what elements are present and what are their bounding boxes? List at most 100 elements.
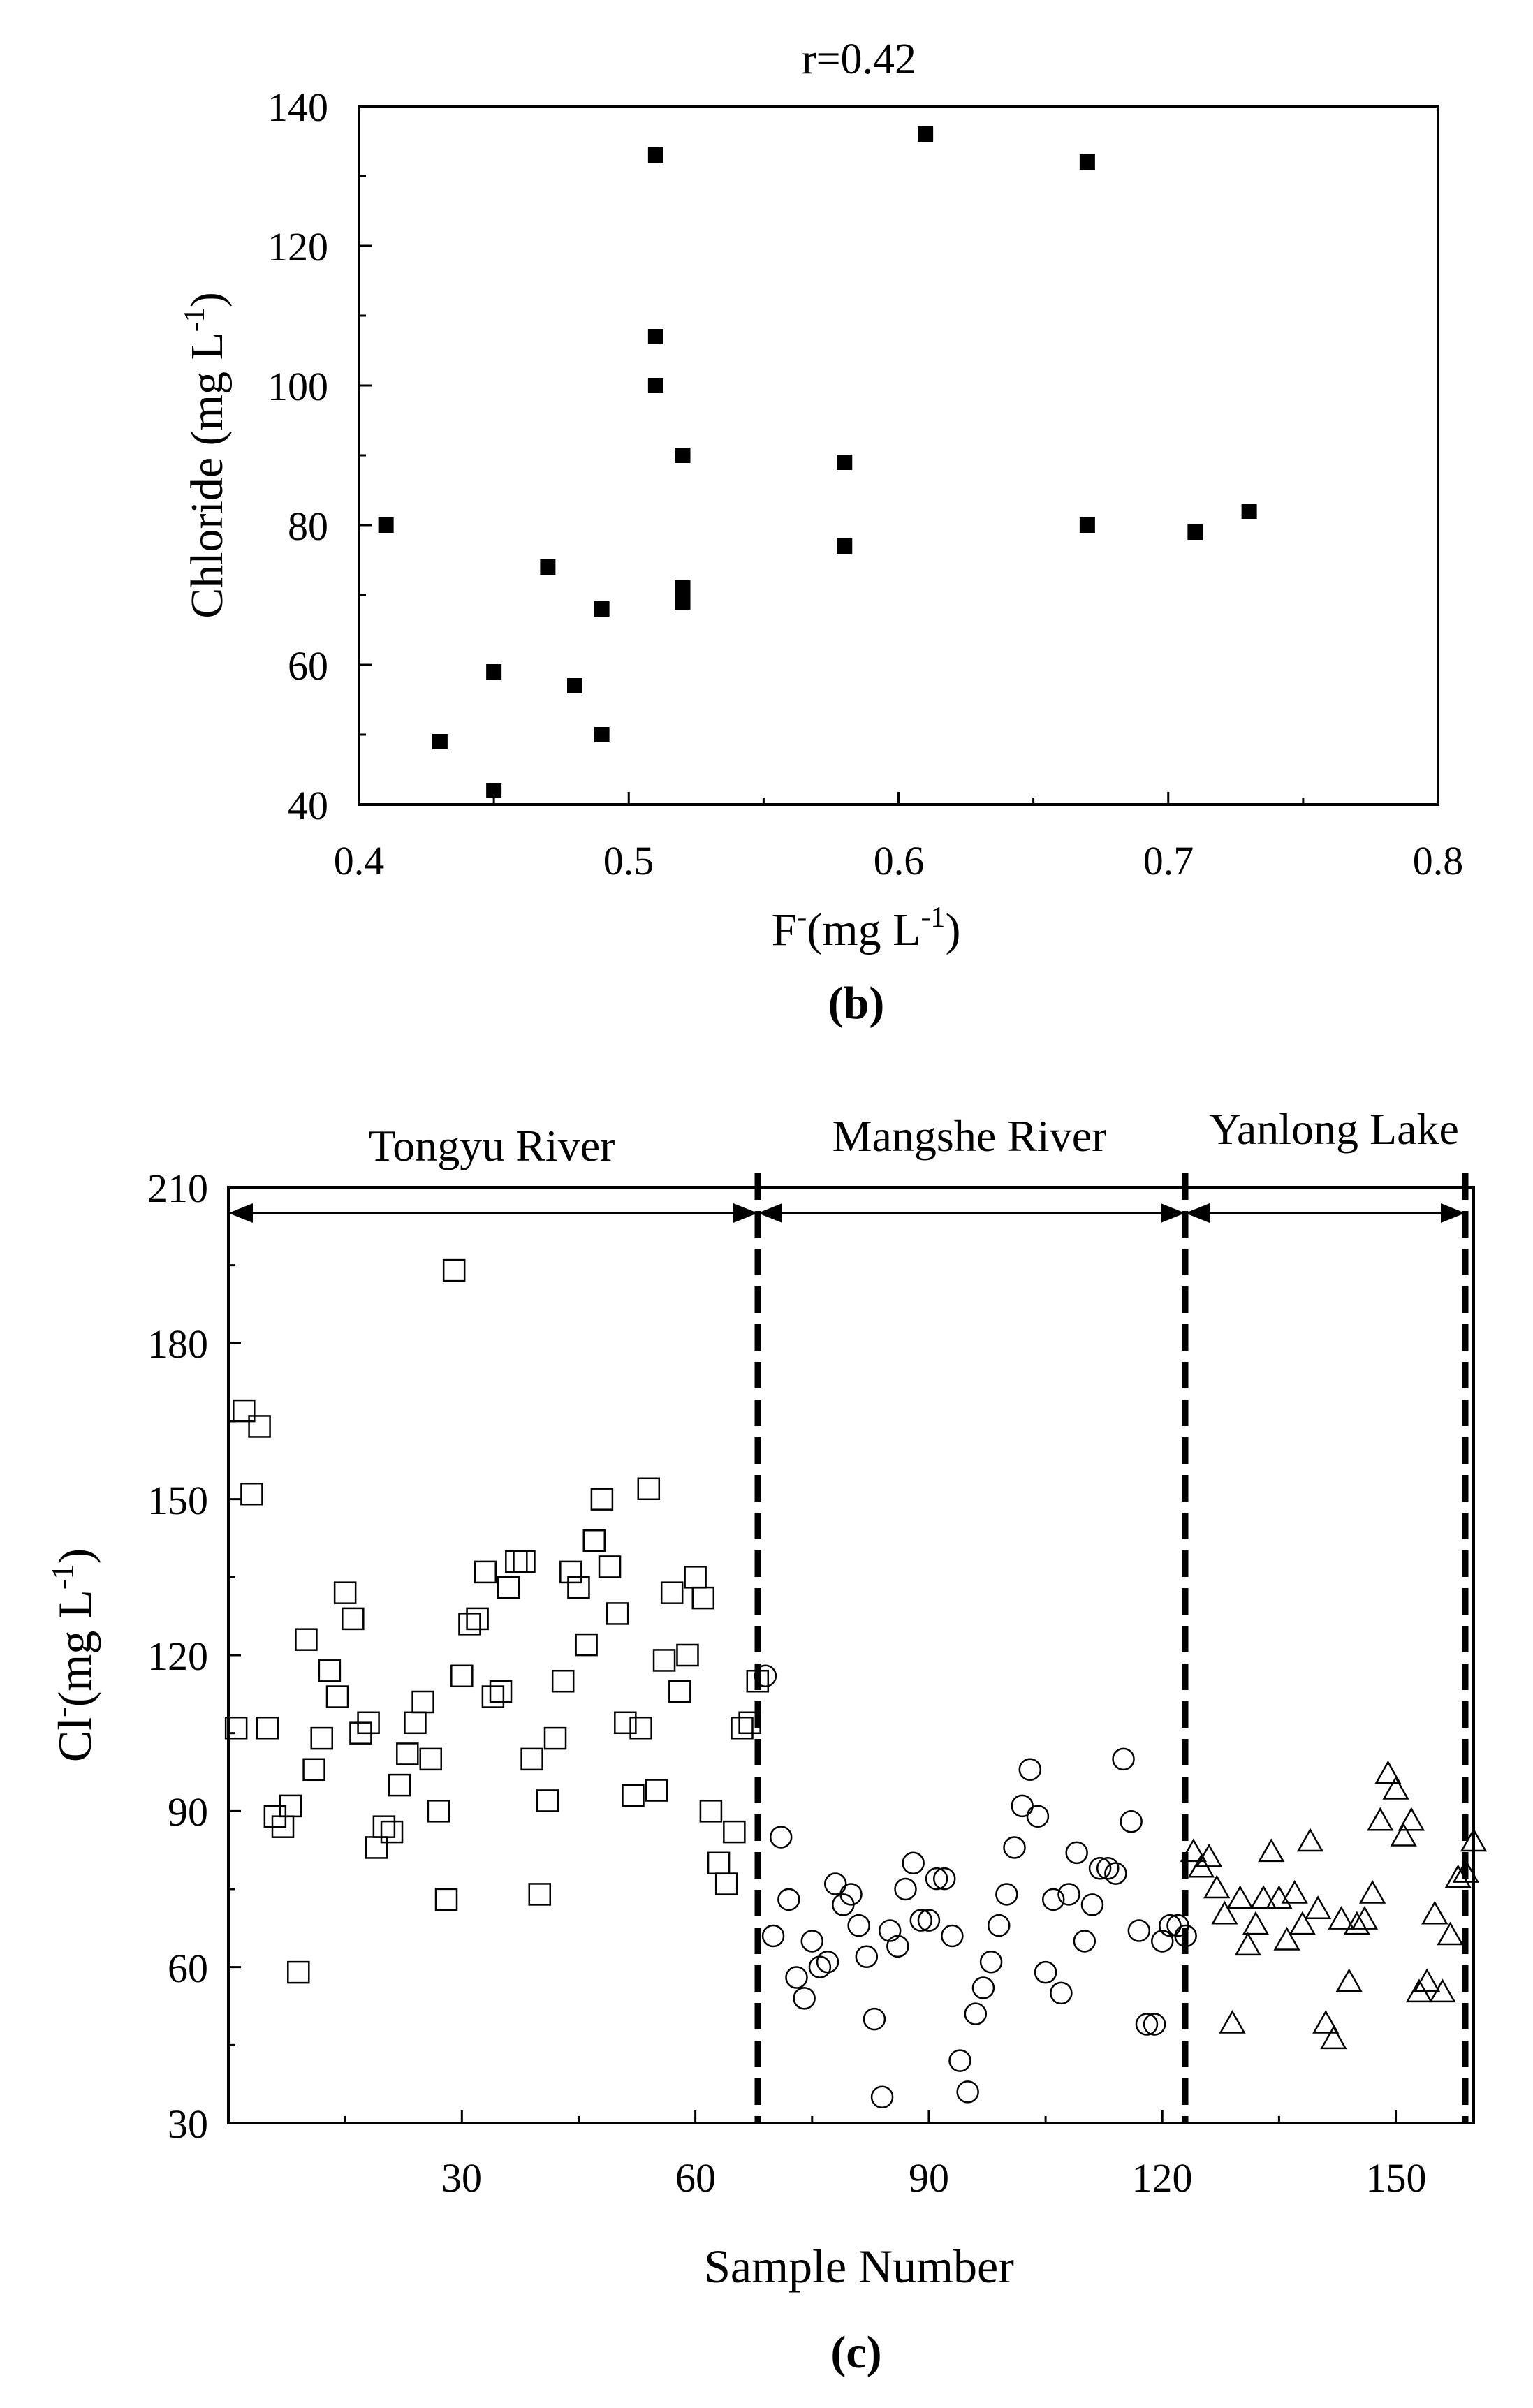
data-point [1003, 1836, 1026, 1859]
data-point [785, 1966, 808, 1989]
data-point [466, 1607, 489, 1631]
data-point [551, 1669, 575, 1693]
data-point [1374, 1760, 1402, 1784]
data-point [925, 1867, 948, 1891]
chart-c-xtick-label: 30 [441, 2155, 482, 2201]
chart-c-y-axis-label: Cl-(mg L-1) [45, 1548, 101, 1762]
data-point [1174, 1924, 1197, 1948]
data-point [707, 1851, 731, 1875]
series-yanlong-lake [1180, 1760, 1488, 2050]
data-point [1398, 1807, 1425, 1831]
data-point [287, 1960, 310, 1984]
data-point [684, 1566, 707, 1589]
data-point [932, 1867, 956, 1891]
data-point [582, 1529, 606, 1552]
data-point [1079, 517, 1095, 533]
data-point [855, 1945, 879, 1969]
data-point [823, 1872, 847, 1895]
chart-c-ylabel-unit: (mg L [48, 1590, 101, 1707]
data-point [1041, 1888, 1065, 1911]
data-point [675, 580, 691, 596]
data-point [1241, 504, 1257, 519]
data-point [486, 783, 502, 798]
data-point [675, 448, 691, 463]
data-point [1312, 2010, 1340, 2034]
chart-b-ytick-label: 80 [288, 504, 328, 549]
data-point [598, 1555, 622, 1578]
data-point [1203, 1874, 1231, 1899]
chart-b-ylabel-close: ) [182, 292, 233, 307]
region-label-mangshe-river: Mangshe River [832, 1111, 1107, 1161]
data-point [404, 1711, 427, 1735]
data-point [474, 1560, 497, 1584]
data-point [987, 1914, 1011, 1937]
data-point [240, 1482, 263, 1506]
data-point [816, 1950, 839, 1974]
data-point [233, 1399, 256, 1423]
data-point [442, 1258, 466, 1282]
chart-c-ylabel-sup: - [45, 1707, 80, 1717]
data-point [1413, 1968, 1441, 1992]
data-point [567, 678, 582, 693]
data-point [870, 2085, 894, 2109]
data-point [520, 1747, 543, 1771]
data-point [645, 1779, 668, 1802]
data-point [1242, 1911, 1270, 1935]
data-point [941, 1924, 964, 1948]
data-point [1143, 2013, 1166, 2036]
chart-c-ytick-label: 210 [147, 1166, 208, 1211]
data-point [979, 1950, 1003, 1974]
data-point [1151, 1930, 1174, 1953]
chart-b-xtick-label: 0.7 [1143, 838, 1194, 883]
data-point [1226, 1885, 1254, 1909]
region-arrow-mangshe-river [758, 1203, 1185, 1223]
data-point [497, 1576, 520, 1599]
data-point [714, 1872, 738, 1895]
data-point [559, 1560, 582, 1584]
data-point [594, 727, 610, 742]
data-point [878, 1919, 902, 1942]
data-point [279, 1794, 302, 1818]
chart-b-xtick-label: 0.8 [1413, 838, 1464, 883]
data-point [1112, 1747, 1135, 1771]
data-point [731, 1716, 754, 1740]
chart-c-ytick-label: 30 [168, 2101, 208, 2147]
data-point [777, 1888, 800, 1911]
data-point [1219, 2010, 1246, 2034]
data-point [839, 1883, 863, 1906]
data-point [917, 1909, 941, 1932]
data-point [971, 1976, 995, 1999]
data-point [837, 455, 853, 470]
data-point [528, 1883, 551, 1906]
data-point [1104, 1862, 1127, 1885]
chart-c-data-points [224, 1258, 1488, 2109]
data-point [675, 594, 691, 610]
data-point [543, 1726, 567, 1750]
data-point [886, 1935, 909, 1958]
data-point [318, 1659, 342, 1682]
chart-c-xtick-label: 90 [909, 2155, 949, 2201]
chart-b-x-axis-label: F-(mg L-1) [772, 902, 961, 955]
data-point [1065, 1841, 1088, 1865]
chart-c-ylabel-unit-sup: -1 [45, 1564, 80, 1590]
data-point [505, 1550, 528, 1573]
chart-c-ylabel-close: ) [48, 1548, 101, 1564]
data-point [450, 1664, 474, 1688]
data-point [1304, 1895, 1332, 1920]
data-point [1018, 1758, 1042, 1782]
chart-b-tick-marks [358, 105, 1439, 806]
data-point [1289, 1911, 1316, 1935]
data-point [590, 1488, 614, 1511]
data-point [793, 1987, 816, 2010]
data-point [396, 1742, 419, 1765]
chart-b-xlabel-unit: (mg L [807, 904, 920, 955]
chart-b-xtick-label: 0.5 [603, 838, 654, 883]
chart-b-x-tick-labels: 0.4 0.5 0.6 0.7 0.8 [334, 838, 1464, 883]
data-point [434, 1888, 458, 1911]
chart-b-ytick-label: 40 [288, 783, 328, 828]
data-point [1258, 1838, 1285, 1863]
data-point [536, 1789, 559, 1812]
data-point [606, 1602, 629, 1625]
data-point [357, 1711, 380, 1735]
chart-b-ytick-label: 120 [267, 224, 328, 270]
